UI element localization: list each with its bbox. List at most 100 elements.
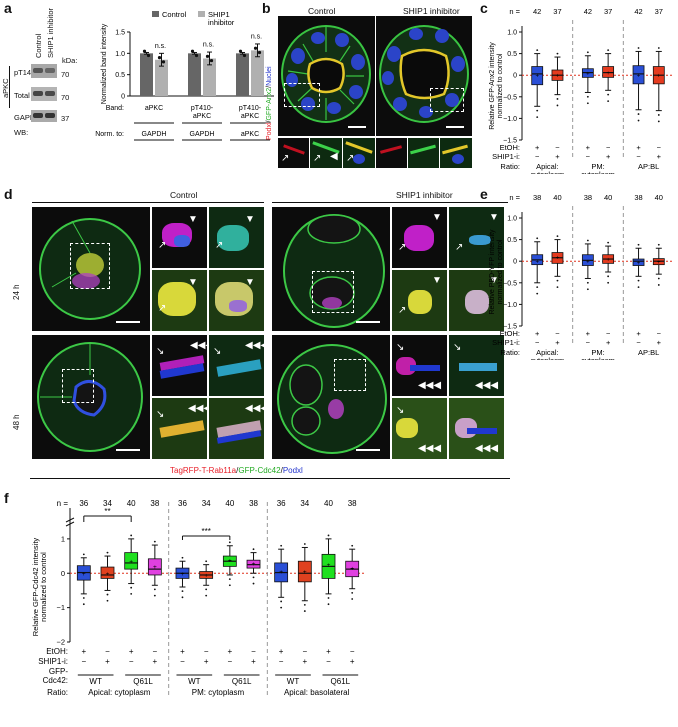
outlier — [228, 541, 231, 544]
mean-marker: + — [82, 571, 86, 578]
micrograph-b-ship1 — [376, 16, 472, 136]
zoom-box — [62, 369, 94, 403]
mean-marker: + — [181, 571, 185, 578]
etoh-sign: + — [279, 647, 284, 656]
etoh-sign: + — [228, 647, 233, 656]
n-value: 40 — [324, 499, 333, 508]
signal — [410, 365, 440, 371]
etoh-sign: − — [606, 329, 611, 338]
y-tick-label: −1.5 — [503, 138, 517, 145]
box — [124, 552, 139, 570]
panel-d-channel-legend: TagRFP-T-Rab11a/GFP-Cdc42/Podxl — [170, 466, 303, 475]
signal — [174, 235, 190, 247]
arrow-icon: ↘ — [213, 346, 222, 357]
mean-marker: + — [106, 571, 110, 578]
wb-label: WB: — [14, 128, 29, 137]
box — [147, 558, 162, 576]
inset-d-s48-magenta: ↘ ◀◀◀ — [392, 335, 447, 396]
cdc42-value: Q61L — [133, 677, 153, 686]
group-label: PM: — [591, 162, 604, 171]
band-mark — [45, 91, 55, 96]
etoh-sign: + — [129, 647, 134, 656]
y-tick-label: 1.0 — [507, 216, 517, 223]
inset-b-ship1-green — [408, 138, 439, 168]
etoh-sign: + — [535, 143, 540, 152]
y-tick-label: 0.5 — [115, 72, 125, 79]
outlier — [82, 603, 85, 606]
n-value: 36 — [178, 499, 187, 508]
outlier — [536, 237, 539, 240]
outlier — [252, 582, 255, 585]
blot-band-pt140 — [31, 64, 57, 78]
cdc42-value: WT — [188, 677, 201, 686]
outlier — [327, 534, 330, 537]
etoh-sign: − — [657, 329, 662, 338]
row-label-etoh: EtOH: — [500, 329, 520, 338]
membrane-signal — [379, 145, 403, 154]
etoh-sign: − — [350, 647, 355, 656]
etoh-sign: − — [153, 647, 158, 656]
n-value: 42 — [533, 7, 541, 16]
group-label: Apical: basolateral — [284, 688, 350, 697]
arrow-icon: ↗ — [215, 240, 224, 251]
n-value: 38 — [150, 499, 159, 508]
y-axis-label: Normalized band intensity — [101, 23, 108, 104]
gfp-anx2-label: GFP-Anx2 — [266, 87, 273, 121]
inset-d-s24-magenta: ▼ ↗ — [392, 207, 447, 268]
ship1-sign: − — [81, 657, 86, 666]
n-value: 36 — [277, 499, 286, 508]
arrow-icon: ↗ — [158, 240, 167, 251]
y-axis-label: normalized to control — [39, 552, 48, 622]
scale-bar — [116, 449, 140, 451]
ship1-sign: − — [586, 152, 591, 161]
outlier — [536, 109, 539, 112]
panel-d-title-control: Control — [170, 190, 198, 200]
ship1-sign: − — [180, 657, 185, 666]
y-axis-label: Relative PBD-YFP intensity — [489, 229, 496, 315]
outlier — [586, 95, 589, 98]
arrowhead-icon: ▼ — [489, 275, 499, 286]
scale-bar — [348, 126, 366, 128]
row-label-24h: 24 h — [12, 284, 21, 300]
micrograph-d-ship1-48h — [272, 335, 390, 459]
band-mark — [33, 68, 43, 73]
outlier — [586, 51, 589, 54]
n-value: 38 — [249, 499, 258, 508]
bar-ship1 — [203, 58, 216, 96]
outlier — [228, 578, 231, 580]
outlier — [586, 102, 589, 105]
outlier — [637, 113, 640, 115]
etoh-sign: − — [204, 647, 209, 656]
membrane-signal — [410, 144, 436, 155]
outlier — [536, 49, 539, 52]
cdc42-value: Q61L — [232, 677, 252, 686]
outlier — [280, 600, 283, 603]
outlier — [327, 597, 330, 599]
outlier — [106, 599, 109, 602]
outlier — [607, 241, 610, 244]
mean-marker: + — [279, 569, 283, 576]
outlier — [607, 275, 610, 278]
mean-marker: + — [637, 74, 641, 80]
outlier — [252, 548, 255, 551]
outlier — [153, 594, 156, 597]
group-label: PM: cytoplasm — [192, 688, 245, 697]
data-point — [142, 49, 147, 53]
box-chart-e: 1.0 0.5 0 −0.5 −1.0 −1.5 Relative PBD-YFP inte… — [489, 193, 674, 360]
arrowhead-icon: ▼ — [188, 277, 198, 288]
data-point — [146, 53, 151, 58]
signal — [465, 290, 489, 314]
title-rule — [272, 202, 508, 203]
apkc-bracket — [9, 66, 10, 108]
outlier — [130, 534, 133, 537]
n-label: n = — [57, 499, 69, 508]
band-mark — [33, 91, 43, 96]
inset-d-s24-merge: ▼ — [449, 270, 504, 331]
outlier — [303, 603, 306, 606]
category-label: pT410- — [239, 105, 262, 112]
ship1-sign: + — [606, 152, 611, 161]
group-label: Apical: cytoplasm — [88, 688, 151, 697]
norm-label: GAPDH — [142, 131, 167, 138]
row-label-ship1: SHIP1-i: — [38, 657, 68, 666]
data-point — [194, 53, 199, 58]
